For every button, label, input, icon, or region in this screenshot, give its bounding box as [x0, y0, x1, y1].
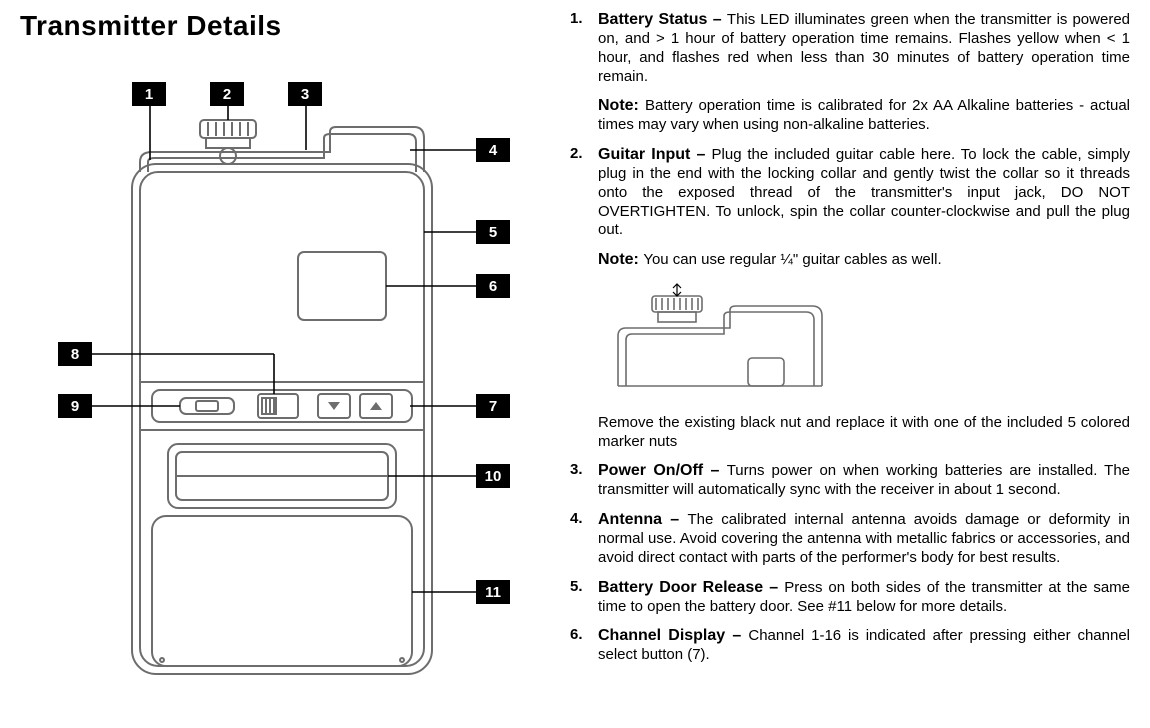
item-4: 4. Antenna – The calibrated internal ant…: [570, 510, 1130, 568]
callout-2: 2: [210, 82, 244, 106]
callout-6: 6: [476, 274, 510, 298]
item-label: Guitar Input –: [598, 146, 712, 163]
item-label: Power On/Off –: [598, 462, 727, 479]
callout-1: 1: [132, 82, 166, 106]
callout-8: 8: [58, 342, 92, 366]
small-diagram: [598, 280, 848, 406]
item-num: 6.: [570, 626, 598, 665]
callout-10: 10: [476, 464, 510, 488]
note-label: Note:: [598, 251, 643, 268]
item-label: Antenna –: [598, 511, 687, 528]
item-num: 4.: [570, 510, 598, 568]
item-label: Battery Status –: [598, 11, 727, 28]
note-text: You can use regular ¼" guitar cables as …: [643, 251, 941, 268]
callout-4: 4: [476, 138, 510, 162]
item-num: 5.: [570, 578, 598, 617]
note-1: Note: Battery operation time is calibrat…: [598, 96, 1130, 135]
item-num: 2.: [570, 145, 598, 240]
callout-7: 7: [476, 394, 510, 418]
item-6: 6. Channel Display – Channel 1-16 is ind…: [570, 626, 1130, 665]
note-2: Note: You can use regular ¼" guitar cabl…: [598, 250, 1130, 270]
transmitter-diagram: 1 2 3 4 5 6 7 8 9 10 11: [40, 82, 540, 702]
callout-9: 9: [58, 394, 92, 418]
callout-5: 5: [476, 220, 510, 244]
item-3: 3. Power On/Off – Turns power on when wo…: [570, 461, 1130, 500]
item-1: 1. Battery Status – This LED illuminates…: [570, 10, 1130, 86]
item-2: 2. Guitar Input – Plug the included guit…: [570, 145, 1130, 240]
item-num: 1.: [570, 10, 598, 86]
item-num: 3.: [570, 461, 598, 500]
p1: Remove the existing black nut and replac…: [598, 414, 1130, 452]
note-text: Battery operation time is calibrated for…: [598, 97, 1130, 133]
item-label: Channel Display –: [598, 627, 748, 644]
page-title: Transmitter Details: [20, 10, 540, 42]
item-label: Battery Door Release –: [598, 579, 784, 596]
note-label: Note:: [598, 97, 645, 114]
item-5: 5. Battery Door Release – Press on both …: [570, 578, 1130, 617]
callout-11: 11: [476, 580, 510, 604]
callout-3: 3: [288, 82, 322, 106]
